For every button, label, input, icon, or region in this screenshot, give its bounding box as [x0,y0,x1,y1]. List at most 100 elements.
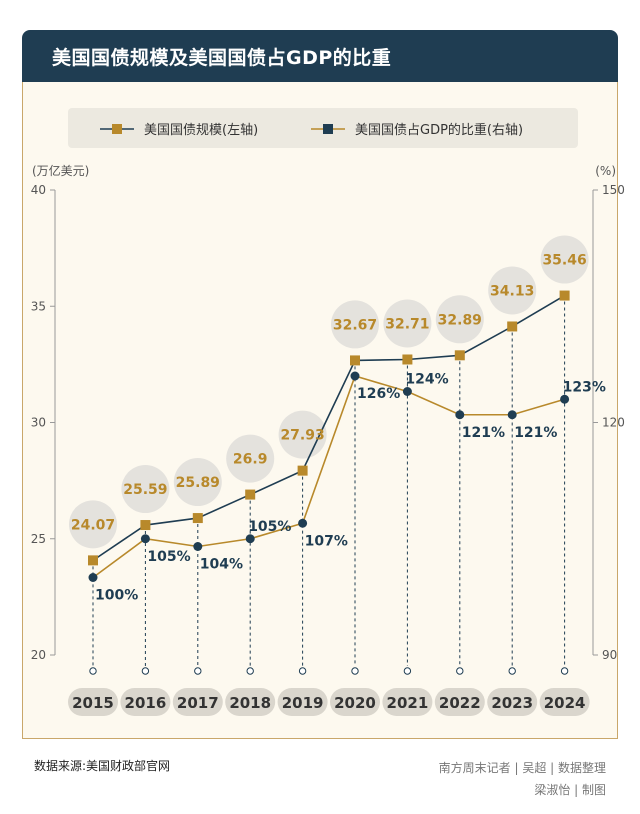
gdp-ratio-value-label: 105% [147,549,190,565]
debt-size-marker [559,290,570,301]
debt-ratio-marker [455,410,465,420]
value-bubble [383,299,432,348]
gdp-ratio-value-label: 123% [563,379,606,395]
debt-size-marker [350,355,360,366]
debt-size-marker [402,354,413,365]
left-axis-unit: (万亿美元) [32,163,89,178]
left-axis-tick-label: 35 [31,299,46,313]
debt-ratio-marker [507,410,517,420]
legend: 美国国债规模(左轴) 美国国债占GDP的比重(右轴) [100,122,523,138]
axis-tick-circle [508,667,516,675]
value-bubble [331,300,379,349]
right-axis-tick-label: 90 [602,648,617,662]
axis-tick-circle [89,667,97,675]
year-label: 2019 [282,694,324,712]
debt-ratio-marker [88,573,98,582]
year-label: 2016 [125,694,167,712]
debt-ratio-marker [350,371,360,381]
gdp-debt-value-label: 25.89 [176,475,220,491]
gdp-ratio-value-label: 121% [462,425,505,441]
debt-ratio-marker [402,387,412,396]
debt-size-marker [192,513,203,524]
axis-tick-circle [351,667,359,675]
debt-size-marker [245,489,256,500]
gdp-debt-value-label: 27.93 [280,428,324,444]
value-bubble [121,465,170,514]
gdp-ratio-value-label: 124% [405,372,448,388]
debt-ratio-marker [193,542,203,551]
debt-size-marker [88,555,98,566]
right-axis-tick-label: 150 [602,183,625,197]
reporter-credit: 南方周末记者 | 吴超 | 数据整理 [438,761,606,775]
year-label: 2024 [544,694,586,712]
year-pill [539,688,590,716]
right-axis-unit: (%) [595,164,616,178]
year-label: 2018 [229,694,271,712]
title-bar: 美国国债规模及美国国债占GDP的比重 [22,30,618,82]
credits-block: 南方周末记者 | 吴超 | 数据整理 梁淑怡 | 制图 [439,757,606,801]
debt-ratio-marker [298,518,308,528]
year-pill [68,688,118,716]
value-bubble [540,235,589,284]
axis-tick-circle [194,667,202,675]
gdp-debt-value-label: 32.71 [385,316,429,332]
value-bubble [226,434,275,483]
axis-tick-circle [246,667,254,675]
legend-right-marker [323,124,333,134]
year-label: 2015 [72,694,114,712]
year-label: 2022 [439,694,481,712]
debt-size-marker [297,465,308,476]
gdp-debt-value-label: 34.13 [490,283,534,299]
value-bubble [173,458,222,507]
legend-left-label: 美国国债规模(左轴) [144,123,258,138]
debt-ratio-marker [140,534,150,544]
axis-tick-circle [141,667,150,675]
debt-ratio-marker [245,534,255,544]
gdp-ratio-value-label: 107% [305,533,348,549]
chart-card [22,82,618,739]
axis-tick-circle [560,667,569,675]
year-pill [277,688,328,716]
gdp-ratio-value-label: 100% [95,588,138,604]
year-pill [330,688,380,716]
debt-size-line [92,294,566,562]
year-label: 2017 [177,694,219,712]
gdp-debt-value-label: 24.07 [71,517,115,533]
year-pill [225,688,276,716]
value-bubble [435,295,484,344]
gdp-debt-value-label: 25.59 [123,482,167,498]
year-label: 2021 [387,694,429,712]
left-axis-tick-label: 40 [31,183,46,197]
year-label: 2023 [491,694,533,712]
value-bubble [488,266,537,315]
left-axis-tick-label: 25 [31,532,46,546]
gdp-debt-value-label: 35.46 [542,253,586,269]
gdp-ratio-value-label: 105% [248,519,291,535]
gdp-ratio-value-label: 104% [200,557,243,573]
value-bubble [69,500,117,549]
designer-credit: 梁淑怡 | 制图 [534,783,606,797]
axis-tick-circle [298,667,307,675]
year-label: 2020 [334,694,376,712]
gdp-ratio-value-label: 126% [357,386,400,402]
axis-tick-circle [456,667,464,675]
legend-left-marker [112,124,122,134]
data-source: 数据来源:美国财政部官网 [34,759,171,773]
debt-size-marker [507,321,518,332]
debt-ratio-line [92,375,565,579]
debt-size-marker [454,350,465,361]
year-pill [382,688,433,716]
legend-right-label: 美国国债占GDP的比重(右轴) [355,122,523,138]
axis-tick-circle [403,667,412,675]
year-pill [434,688,485,716]
left-axis-tick-label: 30 [31,416,46,430]
gdp-ratio-value-label: 121% [514,425,557,441]
year-pill [172,688,223,716]
year-pill [120,688,171,716]
gdp-debt-value-label: 32.67 [333,317,377,333]
gdp-debt-value-label: 32.89 [438,312,482,328]
debt-ratio-marker [560,394,570,404]
debt-size-marker [140,520,151,531]
left-axis-tick-label: 20 [31,648,46,662]
